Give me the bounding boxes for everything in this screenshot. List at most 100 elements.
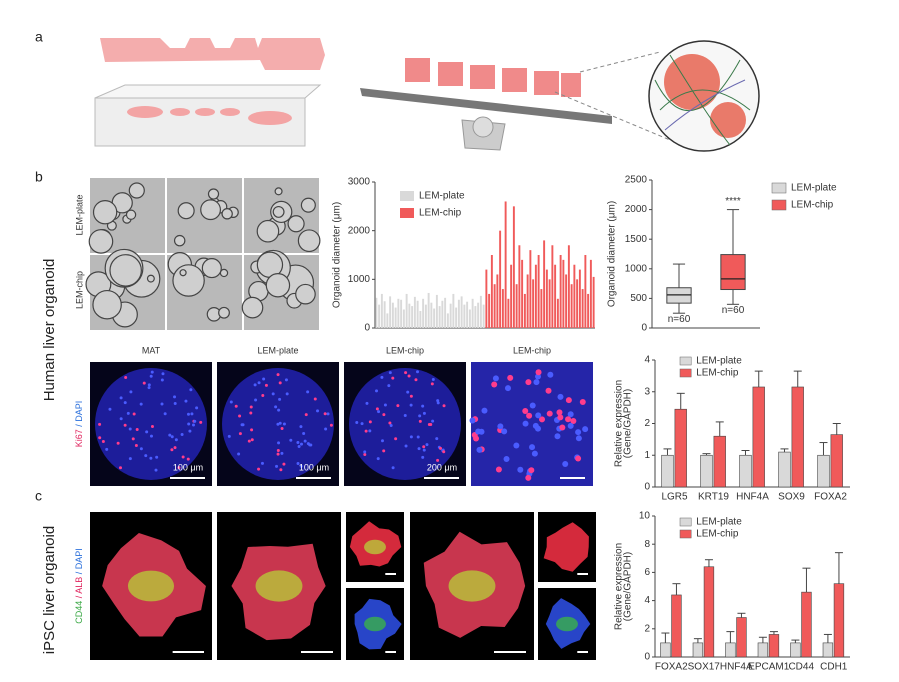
bar — [499, 230, 502, 328]
column-label: LEM-chip — [386, 345, 424, 355]
image-texture — [439, 446, 443, 450]
image-texture — [126, 411, 130, 415]
image-texture — [297, 444, 301, 448]
bar — [573, 264, 576, 328]
bar — [397, 298, 400, 328]
bar — [534, 264, 537, 328]
image-texture — [388, 421, 392, 425]
annotation: n=60 — [722, 305, 745, 316]
image-texture — [303, 439, 307, 443]
image-texture — [149, 456, 153, 460]
scale-label: 100 μm — [173, 462, 203, 472]
image-texture — [249, 405, 253, 409]
image-texture — [355, 420, 359, 424]
image-texture — [173, 234, 186, 247]
y-tick-label: 3000 — [348, 177, 371, 188]
image-texture — [101, 439, 105, 443]
image-texture — [528, 467, 535, 474]
image-texture — [323, 412, 327, 416]
image-texture — [255, 570, 303, 602]
bar — [778, 451, 791, 488]
image-texture — [250, 438, 254, 442]
image-texture — [383, 403, 387, 407]
bar — [570, 284, 573, 328]
bar — [435, 294, 438, 328]
image-texture — [150, 370, 154, 374]
image-texture — [282, 462, 286, 466]
image-texture — [363, 453, 367, 457]
image-texture — [132, 412, 136, 416]
x-tick-label: SOX9 — [778, 492, 805, 503]
x-tick-label: CDH1 — [820, 662, 848, 673]
y-tick-label: 4 — [644, 355, 650, 366]
image-texture — [360, 422, 364, 426]
stain: CD44 — [74, 601, 84, 624]
bar — [713, 435, 726, 488]
image-texture — [403, 414, 407, 418]
column-label: LEM-plate — [257, 345, 298, 355]
image-texture — [249, 411, 253, 415]
image-texture — [313, 397, 317, 401]
image-texture — [146, 274, 155, 283]
image-texture — [582, 426, 589, 433]
image-texture — [391, 376, 395, 380]
bar — [537, 255, 540, 328]
y-axis-label: (Gene/GAPDH) — [623, 389, 634, 458]
image-texture — [190, 412, 194, 416]
image-texture — [418, 414, 422, 418]
legend-swatch — [679, 517, 692, 527]
bar — [562, 259, 565, 328]
image-texture — [238, 414, 242, 418]
y-axis-label: Relative expression — [614, 380, 625, 467]
image-texture — [388, 371, 392, 375]
image-texture — [475, 428, 482, 435]
image-texture — [299, 442, 303, 446]
bar — [386, 313, 389, 328]
bar — [830, 434, 843, 488]
stain-label: CD44 / ALB / DAPI — [74, 548, 84, 624]
bar — [521, 259, 524, 328]
bar — [457, 299, 460, 328]
bar — [493, 284, 496, 328]
bar — [660, 642, 671, 658]
x-tick-label: CD44 — [788, 662, 814, 673]
image-texture — [329, 423, 333, 427]
row-label: LEM-plate — [74, 194, 84, 235]
image-texture — [155, 455, 159, 459]
bar — [540, 289, 543, 328]
image-texture — [125, 209, 137, 220]
bar — [413, 296, 416, 328]
legend-swatch — [679, 368, 692, 378]
bar — [466, 301, 469, 328]
image-texture — [363, 450, 367, 454]
bar — [510, 264, 513, 328]
scale-label: 100 μm — [299, 462, 329, 472]
organoid — [349, 368, 461, 480]
bar — [474, 306, 477, 328]
legend-label: LEM-chip — [696, 529, 739, 540]
image-texture — [256, 219, 280, 243]
image-texture — [306, 390, 310, 394]
image-texture — [326, 412, 330, 416]
image-texture — [92, 200, 118, 225]
bar — [405, 293, 408, 328]
image-texture — [368, 420, 372, 424]
legend-swatch — [400, 191, 414, 201]
image-texture — [416, 370, 420, 374]
image-texture — [299, 464, 303, 468]
image-texture — [557, 414, 564, 421]
image-texture — [187, 422, 191, 426]
image-texture — [324, 427, 328, 431]
image-texture — [264, 383, 268, 387]
x-tick-label: FOXA2 — [655, 662, 688, 673]
image-texture — [554, 433, 561, 440]
image-texture — [522, 407, 529, 414]
bar — [567, 245, 570, 328]
rocker-illustration — [360, 40, 760, 152]
bar — [507, 298, 510, 328]
bar — [444, 297, 447, 328]
bar — [460, 296, 463, 328]
image-texture — [177, 202, 195, 220]
image-texture — [184, 399, 188, 403]
